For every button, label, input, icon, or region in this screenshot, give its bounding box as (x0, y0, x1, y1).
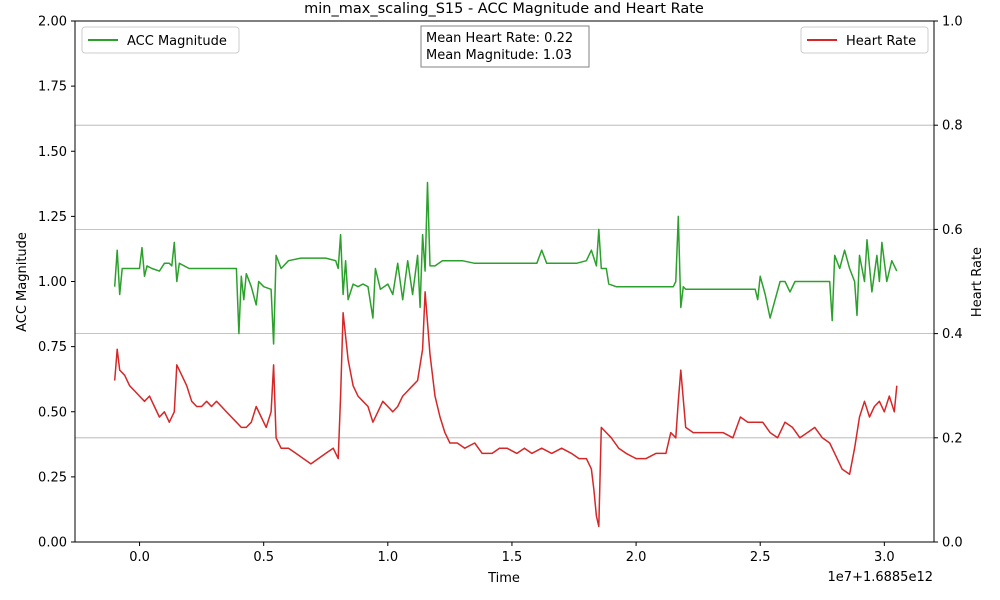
x-tick-label-6: 3.0 (874, 550, 895, 565)
y-right-tick-label-1: 0.2 (942, 431, 963, 446)
legend-hr-box (800, 26, 929, 54)
y-left-tick-label-0: 0.00 (38, 536, 67, 551)
y-left-tick-label-2: 0.50 (38, 405, 67, 420)
series-line-acc-magnitude (113, 181, 898, 345)
stats-annotation: Mean Heart Rate: 0.22 Mean Magnitude: 1.… (420, 25, 590, 68)
x-axis-offset-label: 1e7+1.6885e12 (828, 570, 933, 585)
y-left-tick-label-5: 1.25 (38, 210, 67, 225)
y-left-tick-label-4: 1.00 (38, 275, 67, 290)
x-tick-label-3: 1.5 (502, 550, 523, 565)
y-right-tick-label-4: 0.8 (942, 119, 963, 134)
y-right-tick-label-2: 0.4 (942, 327, 963, 342)
y-axis-left-label: ACC Magnitude (15, 232, 30, 332)
legend-acc-magnitude: ACC Magnitude (81, 26, 240, 54)
y-right-tick-label-0: 0.0 (942, 536, 963, 551)
x-axis-label: Time (487, 571, 520, 586)
x-tick-label-0: 0.0 (129, 550, 150, 565)
stats-mean-magnitude: Mean Magnitude: 1.03 (426, 48, 572, 63)
legend-acc-box (81, 26, 240, 54)
stats-mean-heart-rate: Mean Heart Rate: 0.22 (426, 31, 573, 46)
series-line-heart-rate (113, 291, 898, 528)
legend-hr-label: Heart Rate (846, 34, 916, 49)
y-left-tick-label-3: 0.75 (38, 340, 67, 355)
chart-title: min_max_scaling_S15 - ACC Magnitude and … (304, 1, 704, 17)
y-left-tick-label-8: 2.00 (38, 15, 67, 30)
y-axis-right: 0.0 0.2 0.4 0.6 0.8 1.0 (934, 15, 963, 551)
stats-annotation-box (420, 25, 590, 68)
series-layer (113, 181, 898, 528)
legend-acc-label: ACC Magnitude (127, 34, 227, 49)
y-axis-right-label: Heart Rate (970, 247, 985, 317)
x-tick-label-5: 2.5 (750, 550, 771, 565)
x-tick-label-4: 2.0 (626, 550, 647, 565)
y-left-tick-label-1: 0.25 (38, 470, 67, 485)
y-right-tick-label-5: 1.0 (942, 15, 963, 30)
y-axis-left: 0.00 0.25 0.50 0.75 1.00 1.25 1.50 1.75 2.00 (38, 15, 75, 551)
y-left-tick-label-7: 1.75 (38, 80, 67, 95)
y-right-tick-label-3: 0.6 (942, 223, 963, 238)
x-tick-label-1: 0.5 (253, 550, 274, 565)
y-left-tick-label-6: 1.50 (38, 145, 67, 160)
x-tick-label-2: 1.0 (377, 550, 398, 565)
legend-heart-rate: Heart Rate (800, 26, 929, 54)
grid-lines (75, 124, 934, 439)
x-axis: 0.0 0.5 1.0 1.5 2.0 2.5 3.0 (129, 542, 895, 565)
